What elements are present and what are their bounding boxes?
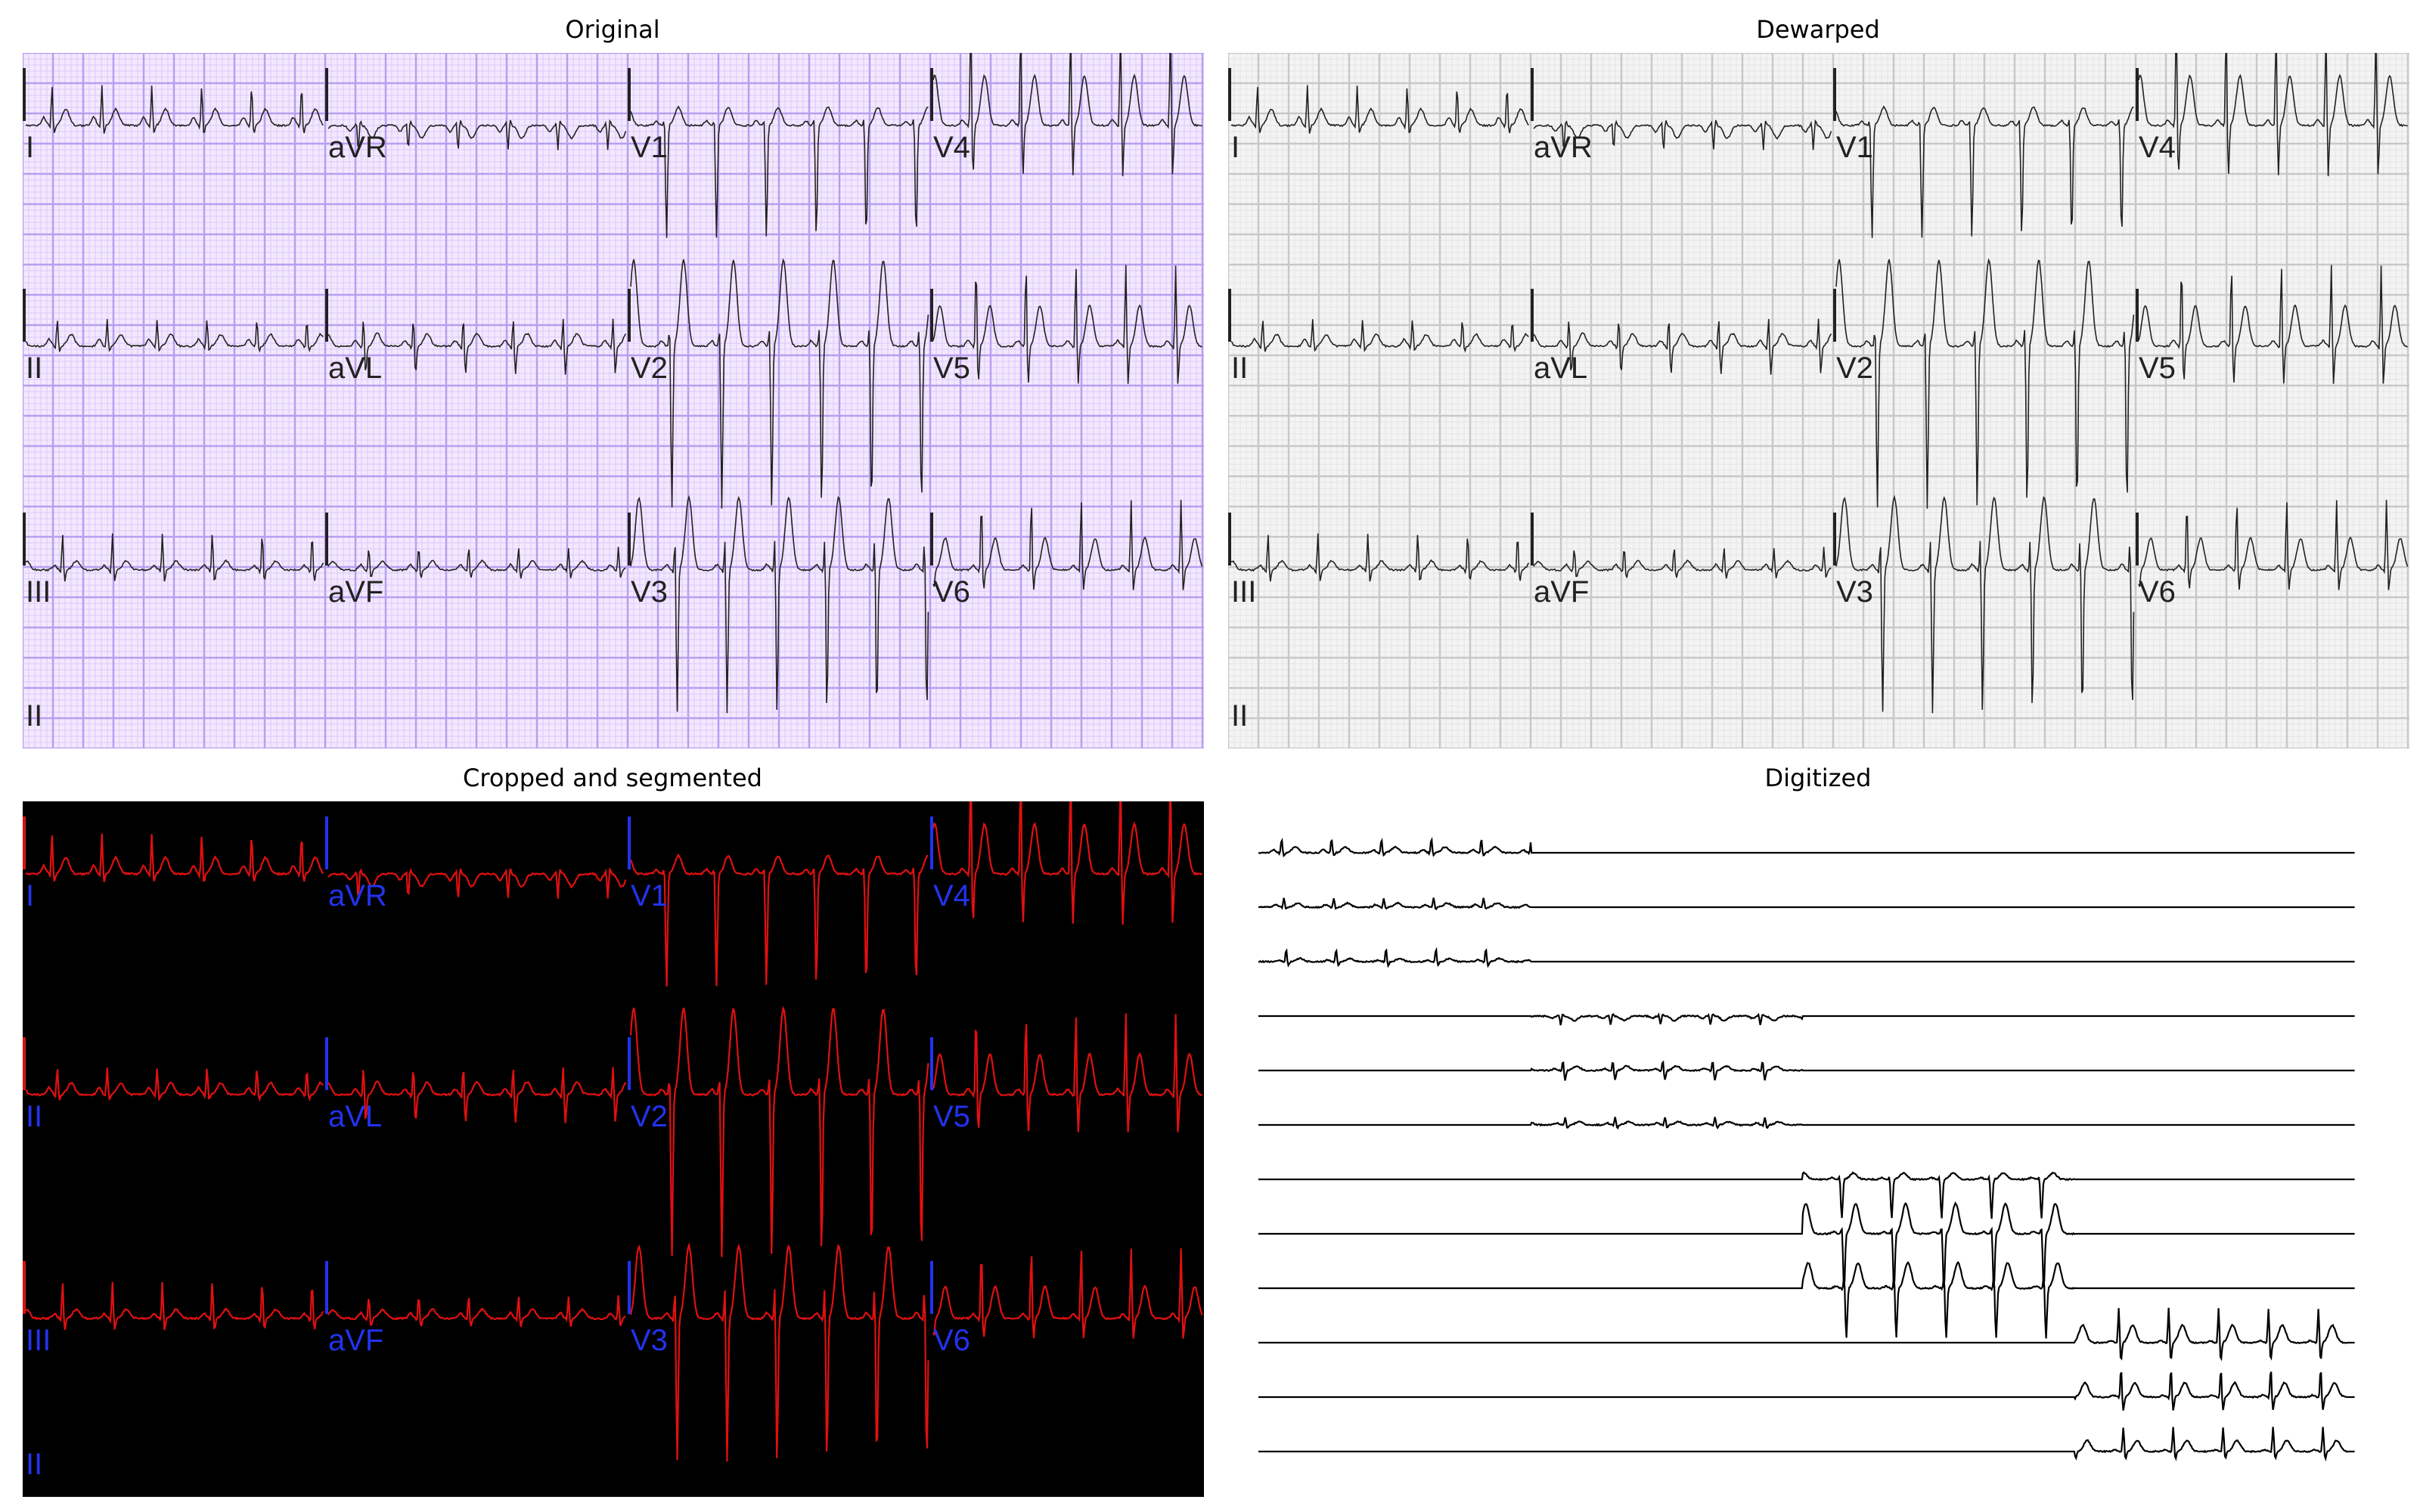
segmented-background <box>23 801 1204 1497</box>
rhythm-lead-label: II <box>26 699 42 733</box>
lead-label-avf: aVF <box>1534 575 1589 609</box>
lead-label-avr: aVR <box>1534 131 1593 164</box>
ecg-trace-iii <box>26 533 324 582</box>
lead-label-v5: V5 <box>933 1100 970 1133</box>
lead-label-ii: II <box>26 1100 42 1133</box>
lead-label-v6: V6 <box>933 1324 970 1357</box>
ecg-trace-iii <box>1231 533 1530 582</box>
ecg-trace-ii <box>1230 319 1529 353</box>
ecg-trace-v6 <box>932 500 1203 590</box>
lead-label-v2: V2 <box>1836 352 1873 385</box>
lead-label-v5: V5 <box>933 352 970 385</box>
lead-label-avl: aVL <box>328 352 382 385</box>
ecg-trace-v1 <box>629 853 929 987</box>
lead-label-ii: II <box>1231 352 1248 385</box>
rhythm-lead-label: II <box>1231 699 1248 733</box>
lead-label-i: I <box>26 131 34 164</box>
original-title: Original <box>565 15 660 44</box>
ecg-trace-v5 <box>2138 265 2408 384</box>
ecg-trace-v2 <box>630 258 929 509</box>
ecg-trace-ii <box>25 1067 324 1102</box>
digitized-trace-v1 <box>1258 1171 2355 1219</box>
lead-label-v4: V4 <box>933 879 970 912</box>
ecg-trace-v6 <box>932 1248 1203 1339</box>
digitized-trace-v2 <box>1258 1201 2355 1288</box>
lead-label-iii: III <box>26 575 51 609</box>
lead-label-v2: V2 <box>631 352 668 385</box>
lead-label-avr: aVR <box>328 879 387 912</box>
lead-label-avl: aVL <box>1534 352 1587 385</box>
digitized-ecg-panel <box>1258 836 2355 1462</box>
ecg-trace-v4 <box>932 801 1203 925</box>
digitized-trace-v6 <box>1258 1427 2355 1462</box>
ecg-trace-i <box>25 833 324 882</box>
ecg-trace-v2 <box>629 1005 929 1257</box>
lead-label-v3: V3 <box>631 575 668 609</box>
lead-label-v3: V3 <box>1836 575 1873 609</box>
ecg-trace-i <box>25 85 324 134</box>
lead-label-v4: V4 <box>933 131 970 164</box>
ecg-trace-v6 <box>2138 500 2409 590</box>
lead-label-v1: V1 <box>631 879 668 912</box>
lead-label-v5: V5 <box>2139 352 2176 385</box>
rhythm-lead-label: II <box>26 1448 42 1481</box>
lead-label-iii: III <box>26 1324 51 1357</box>
lead-label-v4: V4 <box>2139 131 2176 164</box>
lead-label-avf: aVF <box>328 1324 383 1357</box>
ecg-trace-v2 <box>1835 258 2135 509</box>
ecg-trace-avf <box>327 547 626 579</box>
ecg-trace-avf <box>1533 547 1832 579</box>
digitized-trace-i <box>1258 836 2355 858</box>
ecg-trace-iii <box>26 1281 324 1331</box>
ecg-trace-v3 <box>630 494 929 714</box>
digitized-title: Digitized <box>1764 764 1872 792</box>
ecg-trace-avl <box>327 1067 627 1123</box>
lead-label-avr: aVR <box>328 131 387 164</box>
digitized-trace-v4 <box>1258 1307 2355 1362</box>
lead-label-i: I <box>1231 131 1239 164</box>
ecg-trace-v4 <box>2138 53 2408 177</box>
digitized-trace-v5 <box>1258 1371 2355 1411</box>
lead-label-v1: V1 <box>631 131 668 164</box>
lead-label-iii: III <box>1231 575 1256 609</box>
ecg-trace-v4 <box>932 53 1202 177</box>
ecg-trace-v5 <box>932 265 1202 384</box>
digitized-trace-iii <box>1258 947 2355 968</box>
lead-label-v6: V6 <box>2139 575 2176 609</box>
lead-label-avf: aVF <box>328 575 383 609</box>
digitized-trace-ii <box>1258 897 2355 911</box>
ecg-trace-v1 <box>1835 105 2134 238</box>
ecg-trace-avr <box>1533 119 1832 150</box>
lead-label-v3: V3 <box>631 1324 668 1357</box>
ecg-trace-v5 <box>932 1013 1202 1132</box>
ecg-trace-v3 <box>629 1242 929 1462</box>
grid-background <box>23 53 1204 748</box>
digitized-trace-avf <box>1258 1117 2355 1130</box>
ecg-trace-v1 <box>630 105 929 238</box>
ecg-trace-ii <box>25 319 324 353</box>
digitized-trace-v3 <box>1258 1260 2355 1339</box>
segmented-title: Cropped and segmented <box>463 764 762 792</box>
lead-label-avl: aVL <box>328 1100 382 1133</box>
ecg-trace-v3 <box>1835 494 2135 714</box>
grid-background <box>1228 53 2409 748</box>
ecg-trace-avl <box>327 318 627 375</box>
lead-label-v2: V2 <box>631 1100 668 1133</box>
lead-label-v6: V6 <box>933 575 970 609</box>
lead-label-ii: II <box>26 352 42 385</box>
lead-label-v1: V1 <box>1836 131 1873 164</box>
digitized-trace-avr <box>1258 1012 2355 1026</box>
ecg-trace-avr <box>327 866 627 899</box>
ecg-trace-avl <box>1533 318 1832 375</box>
ecg-trace-i <box>1230 85 1529 134</box>
digitized-trace-avl <box>1258 1060 2355 1081</box>
lead-label-i: I <box>26 879 34 912</box>
dewarped-title: Dewarped <box>1756 15 1880 44</box>
ecg-trace-avf <box>327 1295 626 1328</box>
ecg-trace-avr <box>327 119 627 150</box>
